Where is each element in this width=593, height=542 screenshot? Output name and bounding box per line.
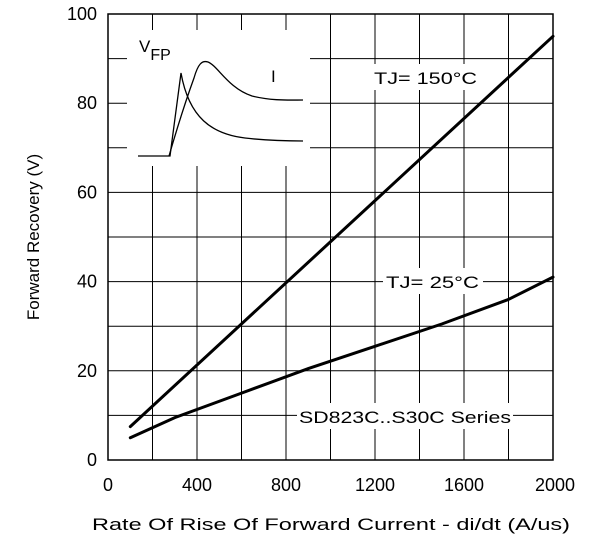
y-tick-label: 60 <box>77 182 97 202</box>
y-tick-labels: 0 20 40 60 80 100 <box>67 4 97 470</box>
annotation-tj150-mask <box>372 64 480 90</box>
x-tick-label: 800 <box>271 475 301 495</box>
y-axis-label: Forward Recovery (V) <box>24 154 43 320</box>
plot-frame <box>107 13 554 461</box>
x-axis-label: Rate Of Rise Of Forward Current - di/dt … <box>92 515 570 534</box>
series-line-tj25 <box>128 275 555 440</box>
inset-waveform: VFP I <box>127 30 310 166</box>
annotation-tj25: TJ= 25°C <box>383 268 483 294</box>
series <box>128 34 555 440</box>
y-tick-label: 100 <box>67 4 97 24</box>
x-tick-label: 1200 <box>355 475 395 495</box>
y-tick-label: 0 <box>87 450 97 470</box>
x-tick-label: 400 <box>182 475 212 495</box>
inset-vfp-main: V <box>139 37 151 56</box>
inset-vfp-sub: FP <box>150 47 170 64</box>
y-tick-label: 80 <box>77 93 97 113</box>
inset-i-label: I <box>271 67 276 86</box>
annotation-series-note-text: SD823C..S30C Series <box>299 408 511 427</box>
y-tick-label: 40 <box>77 272 97 292</box>
x-tick-label: 2000 <box>535 475 575 495</box>
x-tick-label: 1600 <box>444 475 484 495</box>
inset-vfp-curve <box>138 72 304 157</box>
inset-vfp-label: VFP <box>139 37 171 64</box>
annotation-tj25-mask <box>383 268 483 294</box>
inset-current-curve <box>168 60 304 157</box>
annotation-tj25-text: TJ= 25°C <box>386 273 479 292</box>
annotation-tj150: TJ= 150°C <box>372 64 480 90</box>
inset-mask <box>127 30 310 166</box>
series-line-tj150 <box>128 34 555 429</box>
x-tick-label: 0 <box>103 475 113 495</box>
y-tick-label: 20 <box>77 361 97 381</box>
x-tick-labels: 0 400 800 1200 1600 2000 <box>103 475 575 495</box>
annotation-tj150-text: TJ= 150°C <box>374 69 477 88</box>
annotation-series-note-mask <box>297 403 513 429</box>
annotation-series-note: SD823C..S30C Series <box>297 403 513 429</box>
